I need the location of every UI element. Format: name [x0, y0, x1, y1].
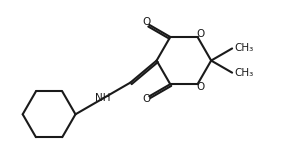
Text: CH₃: CH₃	[235, 68, 254, 78]
Text: O: O	[197, 82, 205, 92]
Text: O: O	[197, 29, 205, 39]
Text: CH₃: CH₃	[235, 43, 254, 53]
Text: O: O	[142, 94, 150, 104]
Text: NH: NH	[95, 93, 111, 104]
Text: O: O	[142, 17, 150, 27]
